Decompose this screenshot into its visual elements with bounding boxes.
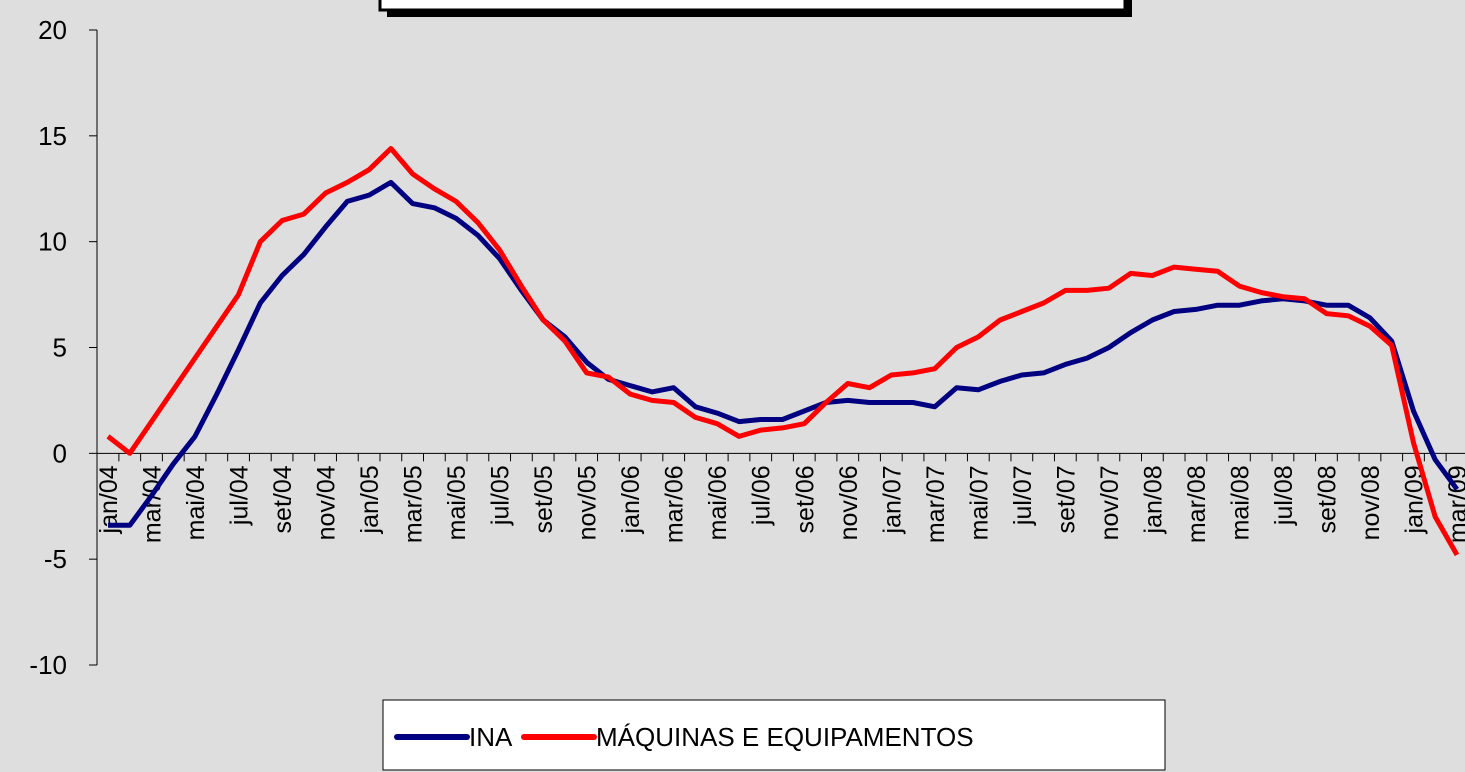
x-tick-label: mai/04 xyxy=(182,465,210,540)
x-tick-label: jul/07 xyxy=(1009,465,1037,526)
x-tick-label: set/06 xyxy=(791,465,819,533)
x-tick-label: set/07 xyxy=(1052,465,1080,533)
x-tick-label: mar/09 xyxy=(1444,465,1465,543)
x-tick-label: set/04 xyxy=(269,465,297,533)
x-tick-label: jul/06 xyxy=(748,465,776,526)
y-tick-label: 5 xyxy=(53,333,67,363)
legend-label: INA xyxy=(469,722,513,752)
x-tick-label: mar/08 xyxy=(1183,465,1211,543)
series-line xyxy=(106,146,1460,557)
x-tick-label: jan/08 xyxy=(1139,465,1167,534)
x-tick-label: jan/05 xyxy=(356,465,384,534)
x-tick-label: mar/05 xyxy=(400,465,428,543)
x-tick-label: mai/07 xyxy=(965,465,993,540)
y-tick-label: 20 xyxy=(38,15,67,45)
x-tick-label: jul/04 xyxy=(226,465,254,526)
x-tick-label: set/08 xyxy=(1313,465,1341,533)
x-tick-label: nov/08 xyxy=(1357,465,1385,540)
legend-label: MÁQUINAS E EQUIPAMENTOS xyxy=(596,722,974,752)
y-tick-label: 0 xyxy=(53,438,67,468)
x-tick-label: nov/05 xyxy=(574,465,602,540)
x-tick-label: jan/06 xyxy=(617,465,645,534)
x-tick-label: jul/05 xyxy=(487,465,515,526)
x-tick-label: jul/08 xyxy=(1270,465,1298,526)
x-tick-label: mai/08 xyxy=(1226,465,1254,540)
x-tick-label: set/05 xyxy=(530,465,558,533)
y-tick-label: 10 xyxy=(38,227,67,257)
legend-box xyxy=(382,699,1166,771)
x-tick-label: nov/07 xyxy=(1096,465,1124,540)
x-tick-label: mai/06 xyxy=(704,465,732,540)
x-tick-label: mai/05 xyxy=(443,465,471,540)
y-tick-label: -10 xyxy=(29,650,67,680)
series-line xyxy=(108,179,1460,528)
x-tick-label: jan/07 xyxy=(878,465,906,534)
title-box xyxy=(378,0,1127,12)
x-tick-label: mar/06 xyxy=(661,465,689,543)
y-tick-label: 15 xyxy=(38,121,67,151)
x-tick-label: nov/06 xyxy=(835,465,863,540)
x-tick-label: mar/07 xyxy=(922,465,950,543)
y-tick-label: -5 xyxy=(44,544,67,574)
x-tick-label: nov/04 xyxy=(313,465,341,540)
